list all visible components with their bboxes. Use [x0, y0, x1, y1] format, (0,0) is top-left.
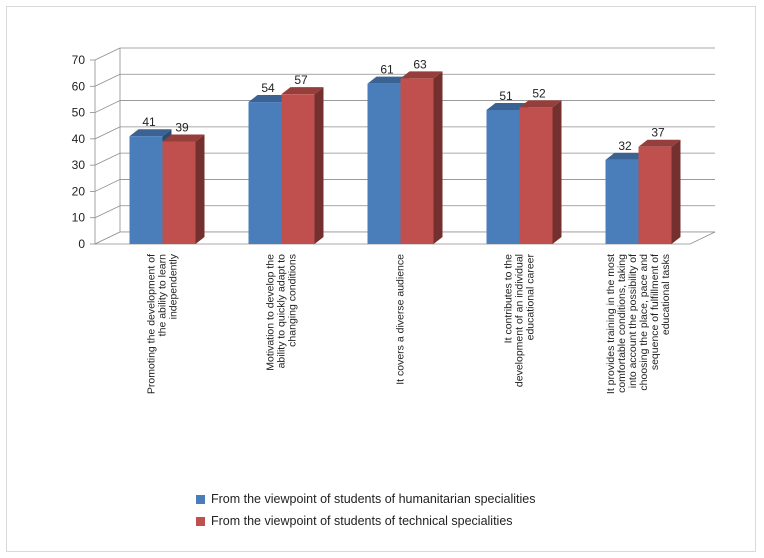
category-label-line-4-2: into account the possibility of	[627, 254, 639, 388]
bar-top-1-4	[638, 139, 681, 147]
bar-top-1-2	[400, 71, 443, 79]
bar-top-1-3	[519, 100, 562, 108]
y-tick-label-20: 20	[72, 184, 86, 198]
bar-side-1-4	[671, 139, 681, 244]
bar-side-1-3	[552, 100, 562, 244]
bar-1-4	[638, 146, 672, 244]
chart-legend: From the viewpoint of students of humani…	[196, 488, 716, 532]
legend-label-humanitarian: From the viewpoint of students of humani…	[211, 492, 536, 506]
category-label-line-4-3: choosing the place, pace and	[638, 254, 650, 391]
category-label-line-1-1: ability to quickly adapt to	[276, 254, 288, 369]
bar-side-1-1	[314, 87, 324, 245]
bar-0-0	[129, 136, 163, 244]
legend-label-technical: From the viewpoint of students of techni…	[211, 514, 513, 528]
y-tick-label-70: 70	[72, 53, 86, 67]
bar-top-0-3	[486, 102, 529, 110]
bar-top-1-0	[162, 134, 205, 142]
category-label-line-4-5: educational tasks	[660, 254, 672, 335]
category-label-line-0-2: independently	[168, 253, 180, 319]
bar-0-3	[486, 109, 520, 244]
data-label-1-1: 57	[294, 73, 308, 87]
category-label-line-1-0: Motivation to develop the	[265, 254, 277, 371]
legend-item-technical: From the viewpoint of students of techni…	[196, 510, 716, 532]
data-label-1-4: 37	[651, 126, 665, 140]
bar-top-0-2	[367, 76, 410, 84]
data-label-0-3: 51	[499, 89, 513, 103]
bar-top-0-1	[248, 95, 291, 103]
legend-swatch-humanitarian	[196, 494, 205, 504]
data-label-0-1: 54	[261, 81, 275, 95]
category-label-line-4-0: It provides training in the most	[605, 254, 617, 394]
category-label-1: Motivation to develop the ability to quic…	[265, 254, 299, 371]
bar-top-1-1	[281, 87, 324, 95]
category-label-line-3-1: development of an individual	[514, 254, 526, 387]
category-label-2: It covers a diverse audience	[395, 254, 407, 385]
y-tick-label-0: 0	[78, 237, 85, 251]
data-label-0-4: 32	[618, 139, 632, 153]
bar-1-1	[281, 94, 315, 245]
bar-0-1	[248, 102, 282, 244]
legend-swatch-technical	[196, 516, 205, 526]
bar-side-1-0	[195, 134, 205, 244]
bar-top-0-4	[605, 152, 648, 160]
bar-0-2	[367, 83, 401, 245]
category-label-0: Promoting the development of the ability …	[146, 253, 180, 394]
category-label-3: It contributes to the development of an i…	[503, 253, 537, 387]
y-tick-label-10: 10	[72, 211, 86, 225]
category-label-4: It provides training in the most comforta…	[605, 254, 672, 394]
category-label-line-4-1: comfortable conditions, taking	[616, 254, 628, 393]
category-label-line-2-0: It covers a diverse audience	[395, 254, 407, 385]
y-tick-label-30: 30	[72, 158, 86, 172]
category-label-line-0-0: Promoting the development of	[146, 254, 158, 394]
bar-top-0-0	[129, 129, 172, 137]
gridline-70	[94, 47, 715, 61]
category-label-line-1-2: changing conditions	[287, 254, 299, 347]
category-label-line-3-0: It contributes to the	[503, 254, 515, 343]
bar-side-1-2	[433, 71, 443, 245]
data-label-1-0: 39	[175, 120, 189, 134]
data-label-1-2: 63	[413, 57, 427, 71]
y-tick-label-60: 60	[72, 79, 86, 93]
y-tick-label-40: 40	[72, 132, 86, 146]
data-label-0-0: 41	[142, 115, 156, 129]
data-label-1-3: 52	[532, 86, 546, 100]
data-label-0-2: 61	[380, 63, 394, 77]
bar-1-2	[400, 78, 434, 245]
bar-1-3	[519, 107, 553, 244]
category-label-line-3-2: educational career	[525, 253, 537, 340]
bar-1-0	[162, 141, 196, 244]
category-label-line-4-4: sequence of fulfillment of	[649, 254, 661, 370]
y-tick-label-50: 50	[72, 106, 86, 120]
legend-item-humanitarian: From the viewpoint of students of humani…	[196, 488, 716, 510]
bar-0-4	[605, 159, 639, 244]
category-label-line-0-1: the ability to learn	[157, 254, 169, 336]
